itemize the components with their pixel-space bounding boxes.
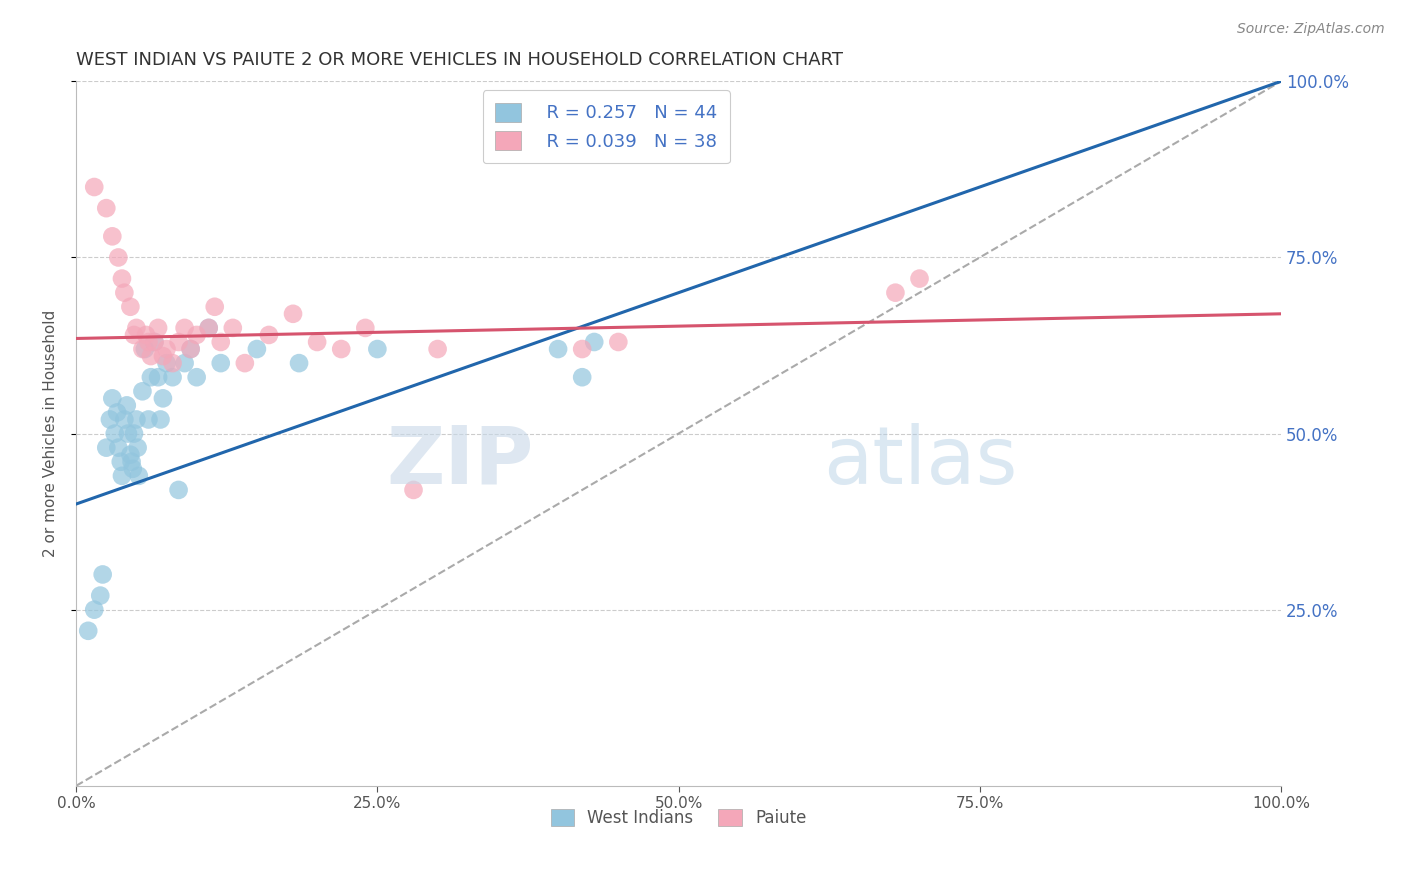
Point (149, 412, 172, 426)
Point (366, 342, 388, 356)
Point (222, 321, 245, 335)
Point (197, 321, 219, 335)
Point (83, 180, 105, 194)
Point (162, 370, 184, 384)
Point (257, 327, 280, 342)
Point (209, 334, 232, 349)
Point (117, 426, 139, 441)
Point (186, 327, 208, 342)
Point (131, 342, 153, 356)
Point (125, 412, 148, 426)
Point (120, 300, 142, 314)
Point (125, 321, 148, 335)
Point (167, 334, 190, 349)
Point (83, 602, 105, 616)
Point (112, 285, 135, 300)
Point (426, 342, 449, 356)
Point (155, 342, 177, 356)
Text: WEST INDIAN VS PAIUTE 2 OR MORE VEHICLES IN HOUSEHOLD CORRELATION CHART: WEST INDIAN VS PAIUTE 2 OR MORE VEHICLES… (76, 51, 844, 69)
Point (111, 468, 134, 483)
Point (107, 251, 129, 265)
Point (122, 327, 145, 342)
Point (180, 342, 202, 356)
Point (607, 334, 630, 349)
Text: atlas: atlas (823, 423, 1018, 500)
Point (288, 356, 311, 370)
Point (138, 334, 160, 349)
Point (122, 426, 145, 441)
Point (120, 448, 142, 462)
Point (246, 342, 269, 356)
Point (197, 321, 219, 335)
Point (547, 342, 569, 356)
Point (131, 384, 153, 399)
Point (146, 370, 169, 384)
Point (107, 441, 129, 455)
Point (908, 271, 931, 285)
Point (115, 398, 138, 412)
Point (146, 321, 169, 335)
Point (138, 412, 160, 426)
Point (139, 349, 162, 363)
Point (91, 567, 114, 582)
Point (354, 321, 377, 335)
Point (101, 229, 124, 244)
Point (583, 334, 606, 349)
Point (101, 392, 124, 406)
Point (104, 426, 127, 441)
Point (112, 412, 135, 426)
Point (105, 405, 128, 419)
Point (155, 356, 177, 370)
Point (143, 334, 166, 349)
Point (96, 441, 118, 455)
Point (162, 356, 184, 370)
Point (571, 370, 593, 384)
Point (135, 327, 157, 342)
Text: ZIP: ZIP (387, 423, 534, 500)
Point (89, 589, 111, 603)
Point (281, 307, 304, 321)
Legend: West Indians, Paiute: West Indians, Paiute (544, 802, 813, 834)
Point (167, 483, 190, 497)
Point (173, 356, 195, 370)
Point (204, 300, 226, 314)
Point (152, 349, 174, 363)
Point (98, 412, 121, 426)
Point (209, 356, 232, 370)
Point (143, 334, 166, 349)
Point (96, 201, 118, 215)
Point (128, 468, 150, 483)
Point (180, 342, 202, 356)
Point (110, 455, 132, 469)
Point (330, 342, 353, 356)
Text: Source: ZipAtlas.com: Source: ZipAtlas.com (1237, 22, 1385, 37)
Point (111, 271, 134, 285)
Point (139, 370, 162, 384)
Point (186, 370, 208, 384)
Point (121, 455, 143, 469)
Point (127, 441, 149, 455)
Point (77, 624, 100, 638)
Point (152, 392, 174, 406)
Point (402, 483, 425, 497)
Point (121, 462, 143, 476)
Point (134, 342, 156, 356)
Point (173, 321, 195, 335)
Point (884, 285, 907, 300)
Point (307, 334, 329, 349)
Point (233, 356, 256, 370)
Point (571, 342, 593, 356)
Y-axis label: 2 or more Vehicles in Household: 2 or more Vehicles in Household (44, 310, 58, 558)
